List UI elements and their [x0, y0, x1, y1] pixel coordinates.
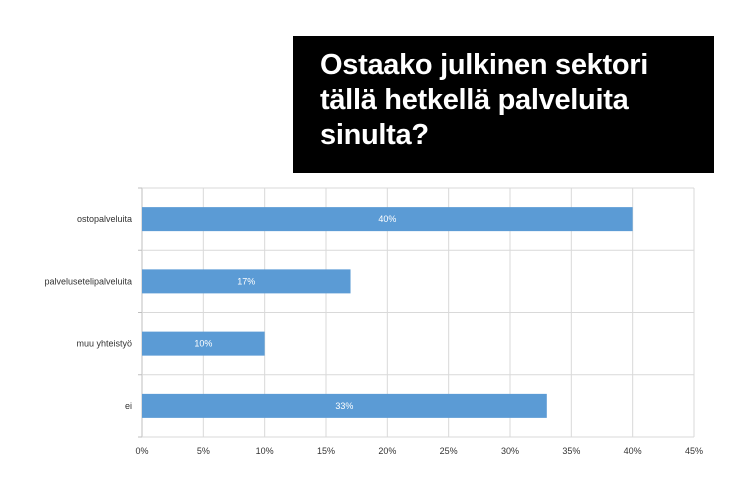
x-tick-label: 40% [624, 446, 642, 456]
data-label: 10% [194, 339, 212, 349]
category-label: ei [125, 401, 132, 411]
data-label: 33% [335, 401, 353, 411]
bar [142, 269, 351, 294]
x-tick-label: 10% [256, 446, 274, 456]
x-tick-label: 35% [562, 446, 580, 456]
data-label: 40% [378, 214, 396, 224]
x-tick-label: 20% [378, 446, 396, 456]
chart-title: Ostaako julkinen sektori tällä hetkellä … [320, 49, 649, 151]
bar [142, 393, 547, 418]
x-tick-label: 15% [317, 446, 335, 456]
data-label: 17% [237, 276, 255, 286]
title-box: Ostaako julkinen sektori tällä hetkellä … [293, 36, 714, 173]
x-tick-label: 25% [440, 446, 458, 456]
category-label: muu yhteistyö [76, 339, 132, 349]
category-label: ostopalveluita [77, 214, 132, 224]
bar [142, 331, 265, 356]
x-tick-label: 45% [685, 446, 703, 456]
category-label: palvelusetelipalveluita [44, 276, 132, 286]
x-tick-label: 5% [197, 446, 210, 456]
x-tick-label: 0% [135, 446, 148, 456]
bar [142, 207, 633, 232]
x-tick-label: 30% [501, 446, 519, 456]
